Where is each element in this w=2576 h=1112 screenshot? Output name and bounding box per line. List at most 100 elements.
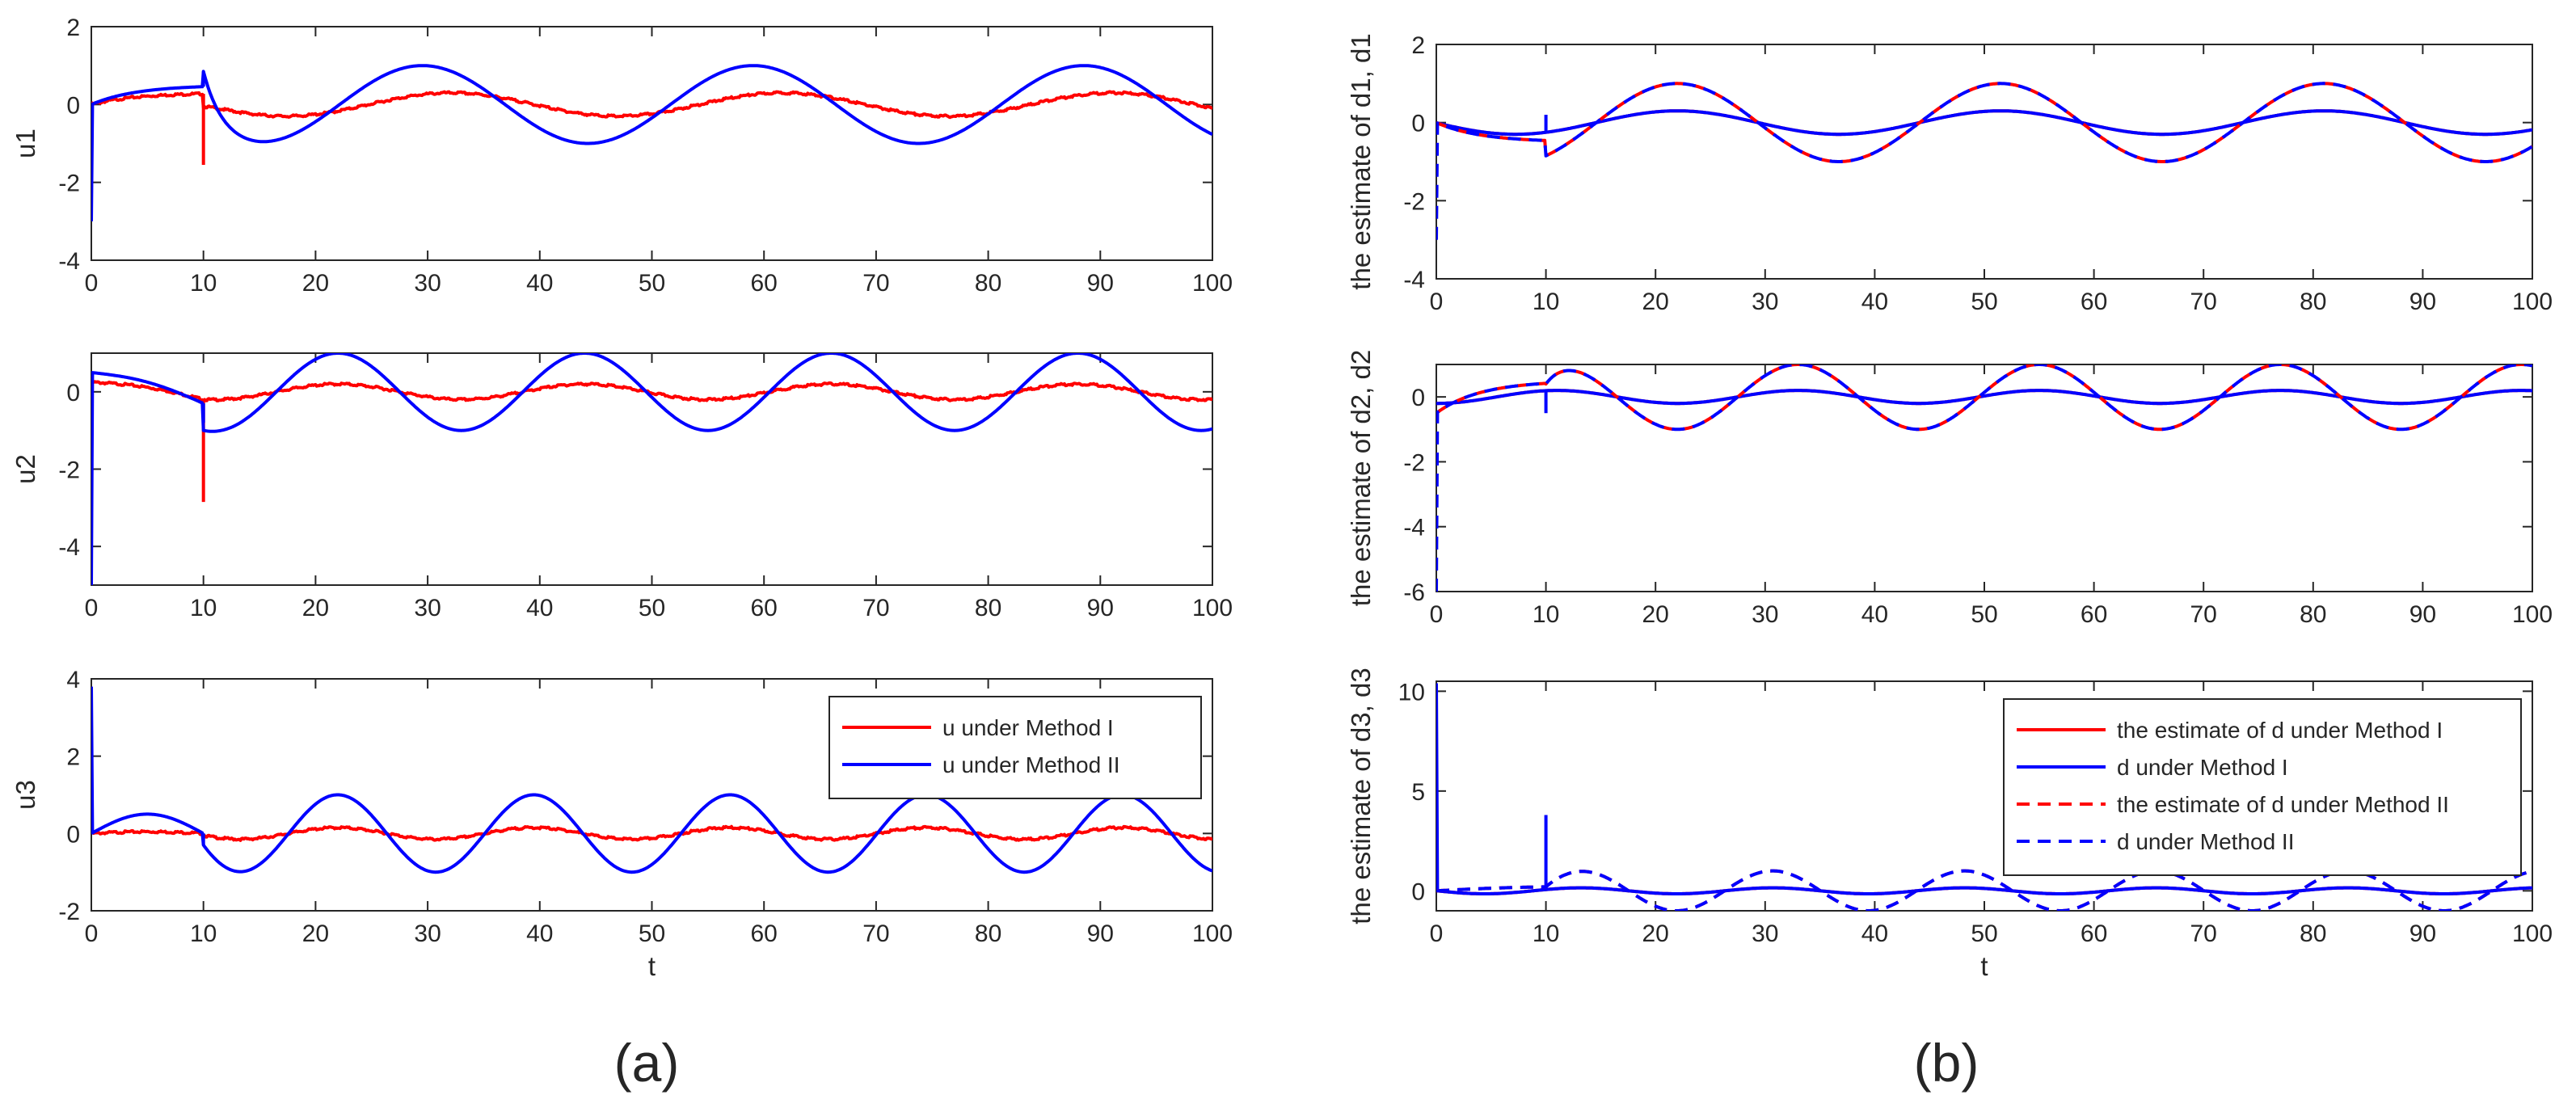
y-tick-label: -4 <box>58 248 80 275</box>
chart-b2: 0 10 20 30 40 50 60 70 80 90 100 -6 -4 -2 0 the estimat… <box>1346 350 2553 628</box>
x-tick-label: 80 <box>975 270 1001 297</box>
x-tick-label: 30 <box>1752 920 1778 947</box>
legend-label: d under Method I <box>2117 755 2288 780</box>
x-tick-label: 80 <box>2300 920 2326 947</box>
x-tick-label: 60 <box>2081 601 2107 628</box>
series-line-1 <box>91 90 1212 120</box>
y-axis-label: the estimate of d2, d2 <box>1346 350 1376 606</box>
chart-b1: 0 10 20 30 40 50 60 70 80 90 100 -4 -2 0 2 the estimate… <box>1346 32 2553 315</box>
x-tick-label: 100 <box>2512 289 2553 315</box>
y-tick-label: 4 <box>66 667 80 693</box>
x-tick-label: 40 <box>526 920 553 947</box>
x-tick-label: 30 <box>1752 601 1778 628</box>
x-tick-label: 20 <box>1642 601 1669 628</box>
x-tick-label: 60 <box>2081 289 2107 315</box>
x-tick-label: 40 <box>526 595 553 621</box>
y-tick-label: -2 <box>58 457 80 484</box>
series-line-2 <box>91 353 1212 585</box>
x-tick-label: 50 <box>1971 289 1997 315</box>
x-tick-label: 0 <box>1430 920 1444 947</box>
x-tick-label: 50 <box>639 920 665 947</box>
x-tick-label: 70 <box>862 595 889 621</box>
y-tick-label: -2 <box>58 899 80 925</box>
series-group <box>91 686 1212 874</box>
series-line-2 <box>1436 683 2532 895</box>
legend: the estimate of d under Method I d under … <box>2003 698 2522 876</box>
x-tick-label: 80 <box>975 595 1001 621</box>
x-tick-label: 80 <box>2300 601 2326 628</box>
y-tick-label: 0 <box>66 92 80 119</box>
x-tick-label: 20 <box>302 270 329 297</box>
series-group <box>91 353 1212 585</box>
x-tick-label: 30 <box>414 920 441 947</box>
x-tick-label: 0 <box>1430 289 1444 315</box>
y-tick-label: -2 <box>1403 188 1425 215</box>
y-tick-label: 0 <box>1411 385 1425 411</box>
y-tick-label: 0 <box>66 380 80 406</box>
y-tick-label: 2 <box>66 15 80 41</box>
x-tick-label: 10 <box>1533 920 1559 947</box>
x-tick-label: 90 <box>2409 601 2436 628</box>
x-tick-label: 50 <box>1971 601 1997 628</box>
y-tick-label: -2 <box>58 171 80 197</box>
x-axis-label: t <box>1980 951 1988 981</box>
series-group <box>1436 82 2532 240</box>
y-axis-label: u3 <box>11 780 40 810</box>
legend-label: u under Method I <box>942 715 1114 740</box>
x-tick-label: 90 <box>1087 920 1114 947</box>
y-tick-label: 2 <box>1411 32 1425 59</box>
x-tick-label: 100 <box>1192 920 1233 947</box>
chart-a2: 0 10 20 30 40 50 60 70 80 90 100 -4 -2 0 u2 <box>11 352 1233 621</box>
plot-area <box>91 26 1213 261</box>
x-tick-label: 70 <box>862 920 889 947</box>
x-tick-label: 20 <box>1642 289 1669 315</box>
x-tick-label: 50 <box>1971 920 1997 947</box>
x-tick-label: 100 <box>1192 270 1233 297</box>
series-line-2 <box>1436 109 2532 137</box>
x-tick-label: 50 <box>639 270 665 297</box>
x-tick-label: 0 <box>85 270 99 297</box>
x-tick-label: 40 <box>1861 920 1888 947</box>
series-line-2 <box>91 686 1212 874</box>
x-tick-label: 20 <box>1642 920 1669 947</box>
x-tick-label: 70 <box>2190 920 2217 947</box>
plot-area <box>1436 44 2533 280</box>
series-line-1 <box>91 824 1212 842</box>
y-tick-label: 0 <box>1411 878 1425 905</box>
series-line-2 <box>91 64 1212 221</box>
y-tick-label: -4 <box>1403 267 1425 293</box>
series-line-4 <box>1436 364 2532 592</box>
x-axis-label: t <box>648 951 656 981</box>
panel-label-b: (b) <box>1914 1033 1979 1093</box>
y-tick-label: -2 <box>1403 449 1425 476</box>
y-tick-label: -4 <box>1403 515 1425 541</box>
y-tick-label: 2 <box>66 744 80 771</box>
x-tick-label: 30 <box>414 595 441 621</box>
y-tick-label: 5 <box>1411 779 1425 806</box>
x-tick-label: 20 <box>302 595 329 621</box>
x-tick-label: 10 <box>190 595 217 621</box>
x-tick-label: 40 <box>1861 289 1888 315</box>
series-line-4 <box>1436 82 2532 240</box>
y-tick-label: -4 <box>58 534 80 561</box>
y-tick-label: 10 <box>1398 679 1425 706</box>
panel-label-a: (a) <box>614 1033 680 1093</box>
plot-area <box>1436 364 2533 592</box>
x-tick-label: 30 <box>414 270 441 297</box>
x-tick-label: 10 <box>1533 289 1559 315</box>
x-tick-label: 70 <box>2190 289 2217 315</box>
x-tick-label: 40 <box>526 270 553 297</box>
x-tick-label: 0 <box>85 920 99 947</box>
legend-box <box>828 696 1202 799</box>
legend-label: the estimate of d under Method I <box>2117 718 2443 743</box>
x-tick-label: 10 <box>190 920 217 947</box>
x-tick-label: 90 <box>1087 270 1114 297</box>
x-tick-label: 60 <box>751 920 778 947</box>
x-tick-label: 50 <box>639 595 665 621</box>
x-tick-label: 90 <box>1087 595 1114 621</box>
x-tick-label: 100 <box>2512 601 2553 628</box>
x-tick-label: 70 <box>862 270 889 297</box>
